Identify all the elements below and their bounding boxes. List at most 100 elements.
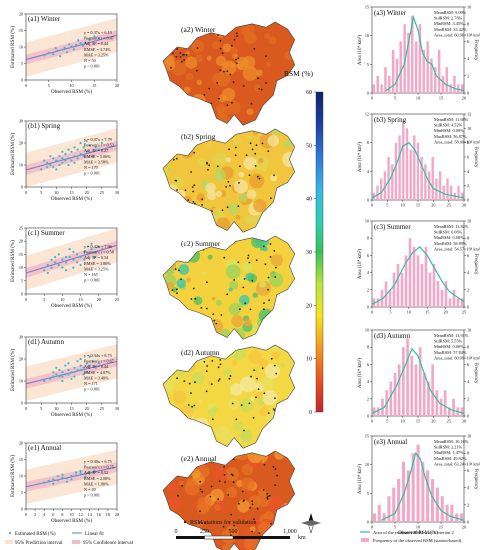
map-title: (d2) Autumn bbox=[181, 348, 220, 357]
data-point bbox=[97, 148, 100, 151]
station-point bbox=[192, 190, 195, 193]
station-point bbox=[219, 363, 222, 366]
map-patch bbox=[237, 499, 251, 513]
map-patch bbox=[202, 439, 215, 449]
station-point bbox=[226, 70, 229, 73]
map-patch bbox=[163, 527, 173, 541]
station-point bbox=[249, 308, 252, 311]
map-patch bbox=[229, 280, 239, 290]
data-point bbox=[52, 157, 55, 160]
scatter-panel: 0 5 10 15 20 0 5 10 15 20 (a1) Winter Observed RSM … bbox=[9, 12, 119, 96]
station-point bbox=[275, 372, 278, 375]
station-point bbox=[210, 485, 213, 488]
area-curve bbox=[385, 15, 465, 92]
data-point bbox=[73, 366, 76, 369]
map-patch bbox=[191, 371, 205, 385]
scale-label: 250 bbox=[200, 529, 209, 535]
legend-label: Frequency of the observed RSM (station-b… bbox=[373, 538, 462, 543]
y-axis-label: Area (10⁴ km²) bbox=[357, 358, 363, 389]
data-point bbox=[61, 161, 64, 164]
frequency-bar bbox=[384, 67, 387, 93]
map-patch bbox=[231, 314, 244, 328]
station-point bbox=[175, 55, 178, 58]
map-panel: (a2) Winter bbox=[162, 21, 296, 126]
scale-segment bbox=[204, 535, 234, 540]
station-point bbox=[273, 364, 276, 367]
station-point bbox=[190, 208, 193, 210]
station-point bbox=[272, 98, 275, 101]
x-tick-label: 10 bbox=[416, 525, 420, 530]
data-point bbox=[61, 157, 64, 160]
map-title: (c2) Summer bbox=[181, 239, 221, 248]
frequency-bar bbox=[426, 41, 429, 93]
station-point bbox=[274, 468, 277, 470]
y-axis-label: Estimated RSM (%) bbox=[9, 455, 16, 497]
station-point bbox=[248, 261, 251, 264]
station-point bbox=[258, 88, 261, 90]
station-point bbox=[176, 48, 179, 50]
y-tick-label: 10 bbox=[19, 45, 23, 50]
station-point bbox=[251, 503, 254, 506]
map-patch bbox=[191, 93, 206, 109]
map-patch bbox=[226, 100, 241, 115]
station-point bbox=[247, 257, 249, 259]
panel-title: (b3) Spring bbox=[374, 116, 407, 124]
data-point bbox=[84, 41, 87, 44]
station-point bbox=[276, 211, 279, 214]
y-tick-label: 12 bbox=[365, 112, 369, 117]
frequency-bar bbox=[372, 84, 376, 93]
data-point bbox=[94, 366, 97, 369]
x-tick-label: 25 bbox=[100, 190, 104, 195]
frequency-bar bbox=[411, 453, 415, 522]
scatter-legend: Estimated RSM (%) Linear fit 95% Predictio… bbox=[5, 531, 134, 546]
station-point bbox=[252, 417, 255, 419]
y-tick-label: 5 bbox=[21, 278, 23, 283]
y-tick-label: 10 bbox=[19, 379, 23, 384]
panel-title: (c1) Summer bbox=[28, 229, 65, 237]
station-point bbox=[253, 369, 256, 371]
y-tick-label: 0 bbox=[21, 185, 23, 190]
map-patch bbox=[215, 299, 222, 306]
map-patch bbox=[183, 86, 191, 94]
station-point bbox=[196, 47, 199, 49]
data-point bbox=[61, 48, 64, 51]
y-axis-label: Area (10⁴ km²) bbox=[357, 249, 363, 280]
x-tick-label: 5 bbox=[386, 203, 388, 208]
stat-line: MeanRSM: 10.16% bbox=[434, 439, 469, 444]
frequency-bar bbox=[418, 347, 422, 416]
map-patch bbox=[267, 135, 280, 147]
station-point bbox=[171, 368, 173, 370]
data-point bbox=[75, 253, 79, 256]
y-tick-label: 10 bbox=[365, 219, 369, 224]
station-point bbox=[203, 94, 206, 96]
data-point bbox=[88, 39, 91, 42]
x-tick-label: 10 bbox=[416, 96, 420, 101]
data-point bbox=[75, 43, 78, 47]
data-point bbox=[55, 373, 58, 376]
station-point bbox=[232, 474, 234, 477]
data-point bbox=[58, 375, 61, 378]
map-patch bbox=[281, 415, 287, 421]
map-patch bbox=[253, 84, 261, 92]
station-point bbox=[217, 380, 220, 382]
map-patch bbox=[235, 215, 241, 220]
station-point bbox=[175, 242, 178, 245]
stat-line: Area_total: 60.99×10⁴ km² bbox=[434, 355, 481, 360]
frequency-bar bbox=[460, 407, 464, 416]
data-point bbox=[70, 159, 73, 162]
station-point bbox=[232, 81, 235, 83]
station-point bbox=[250, 102, 253, 105]
frequency-bar bbox=[393, 373, 397, 416]
frequency-bar bbox=[436, 281, 440, 307]
map-patch bbox=[268, 345, 280, 352]
frequency-bar bbox=[391, 164, 394, 200]
map-patch bbox=[238, 193, 248, 203]
station-point bbox=[263, 302, 265, 304]
station-point bbox=[179, 38, 182, 41]
map-patch bbox=[188, 311, 196, 319]
station-point bbox=[177, 494, 179, 497]
station-point bbox=[171, 47, 174, 49]
station-point bbox=[238, 502, 240, 505]
